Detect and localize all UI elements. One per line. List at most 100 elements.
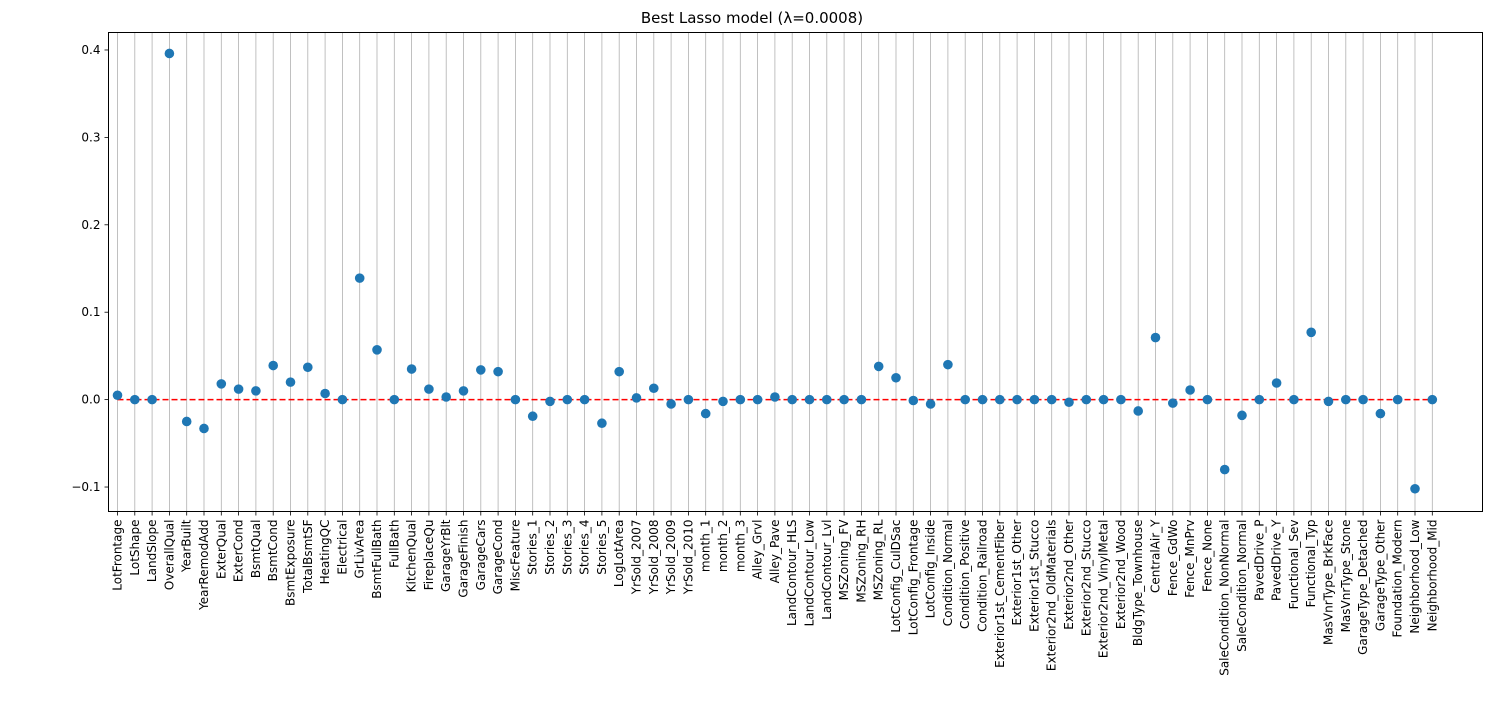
data-point [597,418,607,429]
data-point [683,394,694,405]
plot-frame [108,32,1483,512]
data-point [787,394,797,405]
data-point [1219,464,1230,475]
data-point [1116,394,1126,405]
data-point [752,394,763,405]
x-tick-label: Fence_None [1200,520,1214,593]
x-tick-label: Fence_GdWo [1166,520,1180,597]
data-point [562,394,573,405]
x-tick-label: HeatingQC [318,520,332,585]
x-tick-label: YrSold_2010 [681,520,695,596]
data-point [631,393,642,403]
data-point [1410,483,1420,494]
x-tick-label: Stories_1 [526,520,540,575]
x-tick-label: SaleCondition_Normal [1235,520,1249,652]
data-point [977,394,988,405]
y-tick-label: 0.1 [81,305,100,319]
x-tick-label: GarageType_Detached [1356,520,1370,655]
y-tick-label: 0.4 [81,43,100,57]
x-tick-label: MSZoning_RL [872,519,886,600]
x-tick-label: Stories_3 [560,520,574,575]
x-tick-label: Exterior1st_Stucco [1027,520,1041,632]
x-tick-label: Functional_Sev [1287,520,1301,610]
x-tick-label: Electrical [335,520,349,575]
data-point [216,379,227,389]
x-tick-label: YrSold_2009 [664,520,678,596]
data-point [1254,394,1265,405]
data-point [804,394,815,405]
data-point [960,394,970,405]
x-tick-label: Exterior2nd_Other [1062,519,1076,629]
data-point [1427,394,1438,405]
x-tick-label: YearRemodAdd [197,520,211,611]
data-point [424,384,434,394]
data-point [1046,394,1057,405]
x-tick-label: Condition_Railroad [976,520,990,632]
vertical-grid [117,32,1433,512]
x-tick-label: MasVnrType_Stone [1339,520,1353,633]
data-point [1185,385,1195,395]
x-tick-label: GarageYrBlt [439,519,453,592]
data-point [1237,410,1247,421]
x-tick-label: GarageType_Other [1373,519,1387,631]
y-tick-label: 0.0 [81,393,100,407]
data-point [354,273,365,283]
data-point [130,394,140,405]
x-tick-label: SaleCondition_NonNormal [1218,520,1232,676]
data-point [908,395,919,406]
x-tick-label: LandContour_HLS [785,520,799,627]
data-point [700,408,711,419]
x-tick-label: ExterQual [214,520,228,579]
x-tick-label: month_3 [733,520,747,573]
data-point [1081,394,1092,405]
x-tick-label: FireplaceQu [422,520,436,591]
x-tick-label: Exterior1st_Other [1010,519,1024,625]
data-point [770,392,780,402]
x-tick-label: LotConfig_Inside [924,520,938,619]
data-point [925,399,936,409]
data-point [873,361,884,372]
x-tick-label: BsmtQual [249,520,263,579]
x-tick-label: GrLivArea [353,520,367,579]
x-tick-label: GarageCond [491,520,505,595]
x-tick-label: month_1 [699,520,713,573]
data-point [181,416,192,427]
x-tick-label: Functional_Typ [1304,520,1318,608]
x-tick-label: Stories_5 [595,520,609,575]
data-point [545,396,555,407]
data-point [1392,394,1403,405]
coefficient-points [112,48,1438,494]
data-point [856,394,867,405]
x-tick-label: YrSold_2007 [630,520,644,596]
data-point [1064,397,1074,408]
x-tick-label: GarageFinish [457,520,471,598]
data-point [233,384,244,394]
data-point [493,366,503,377]
data-point [458,386,469,396]
x-tick-label: Neighborhood_Low [1408,519,1422,633]
data-point [1289,394,1299,405]
x-tick-label: Foundation_Modern [1391,520,1405,638]
x-tick-label: BsmtExposure [284,520,298,606]
x-tick-label: MSZoning_RH [854,520,868,603]
x-tick-label: Condition_Normal [941,520,955,627]
x-tick-label: Stories_4 [578,520,592,575]
data-point [1202,394,1213,405]
x-tick-label: FullBath [387,520,401,568]
x-tick-label: Exterior2nd_Stucco [1079,520,1093,637]
data-point [147,394,157,405]
x-tick-label: LogLotArea [612,520,626,588]
data-point [1098,394,1109,405]
x-tick-label: BldgType_Townhouse [1131,520,1145,647]
x-tick-label: OverallQual [162,520,176,591]
data-point [1375,408,1386,419]
data-point [441,392,452,402]
x-tick-label: Neighborhood_Mid [1425,520,1439,632]
x-tick-label: Exterior1st_CementFiber [993,519,1007,667]
x-tick-label: ExterCond [232,520,246,583]
data-point [579,394,590,405]
data-point [510,394,521,405]
data-point [839,394,849,405]
data-point [943,359,953,370]
